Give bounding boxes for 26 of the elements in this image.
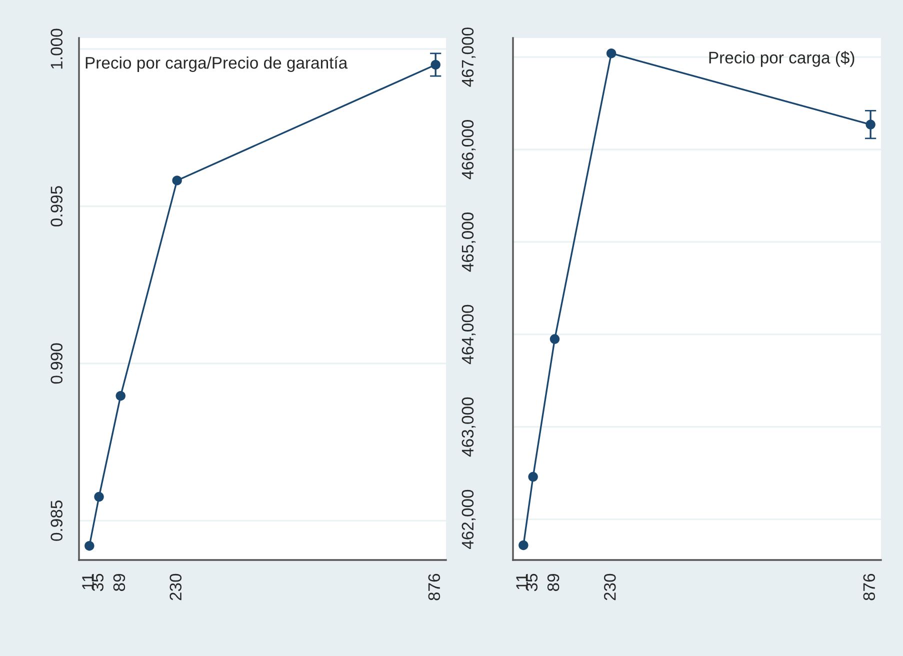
y-tick-label: 0.995 xyxy=(50,186,63,226)
y-tick-label: 465,000 xyxy=(462,212,476,272)
y-tick-label: 467,000 xyxy=(462,28,476,87)
point xyxy=(550,334,560,344)
point xyxy=(172,176,182,186)
point xyxy=(94,492,104,502)
x-tick-label: 230 xyxy=(170,574,182,600)
y-tick-label: 0.990 xyxy=(50,343,63,384)
point xyxy=(84,540,94,551)
point xyxy=(518,540,528,550)
text: Precio por carga/Precio de garantía xyxy=(86,56,348,72)
x-tick-label: 89 xyxy=(547,574,560,592)
x-tick-label: 876 xyxy=(863,574,876,600)
y-tick-label: 462,000 xyxy=(462,490,476,550)
point xyxy=(606,48,616,58)
x-tick-label: 876 xyxy=(428,574,440,600)
y-tick-label: 466,000 xyxy=(462,120,476,180)
point xyxy=(116,390,126,401)
x-tick-label: 89 xyxy=(113,574,126,592)
point xyxy=(528,472,538,482)
y-tick-label: 463,000 xyxy=(462,397,476,457)
text: Precio por carga ($) xyxy=(709,51,854,67)
y-tick-label: 464,000 xyxy=(462,304,476,364)
y-tick-label: 1.000 xyxy=(50,28,63,69)
x-tick-label: 230 xyxy=(604,574,616,600)
y-tick-label: 0.985 xyxy=(50,500,63,541)
